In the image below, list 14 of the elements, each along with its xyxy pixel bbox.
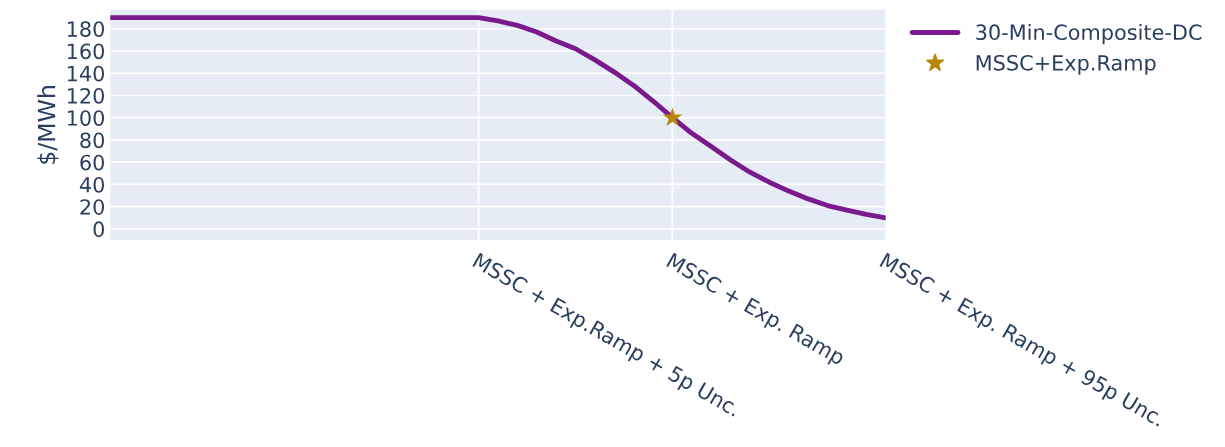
y-tick-label: 80 bbox=[80, 132, 105, 149]
y-axis-title: $/MWh bbox=[37, 86, 59, 164]
y-tick-label: 120 bbox=[67, 87, 104, 104]
y-tick-label: 140 bbox=[67, 65, 104, 82]
y-tick-label: 160 bbox=[67, 43, 104, 60]
y-tick-label: 100 bbox=[67, 110, 104, 126]
y-tick-label: 180 bbox=[67, 21, 104, 37]
y-tick-label: 0 bbox=[93, 221, 105, 238]
legend-label: 30-Min-Composite-DC bbox=[976, 23, 1202, 45]
line-series bbox=[110, 15, 886, 221]
y-tick-label: 40 bbox=[79, 176, 105, 193]
y-tick-label: 60 bbox=[80, 154, 105, 171]
y-tick-label: 20 bbox=[80, 199, 105, 215]
legend-label: MSSC+Exp.Ramp bbox=[976, 54, 1156, 75]
